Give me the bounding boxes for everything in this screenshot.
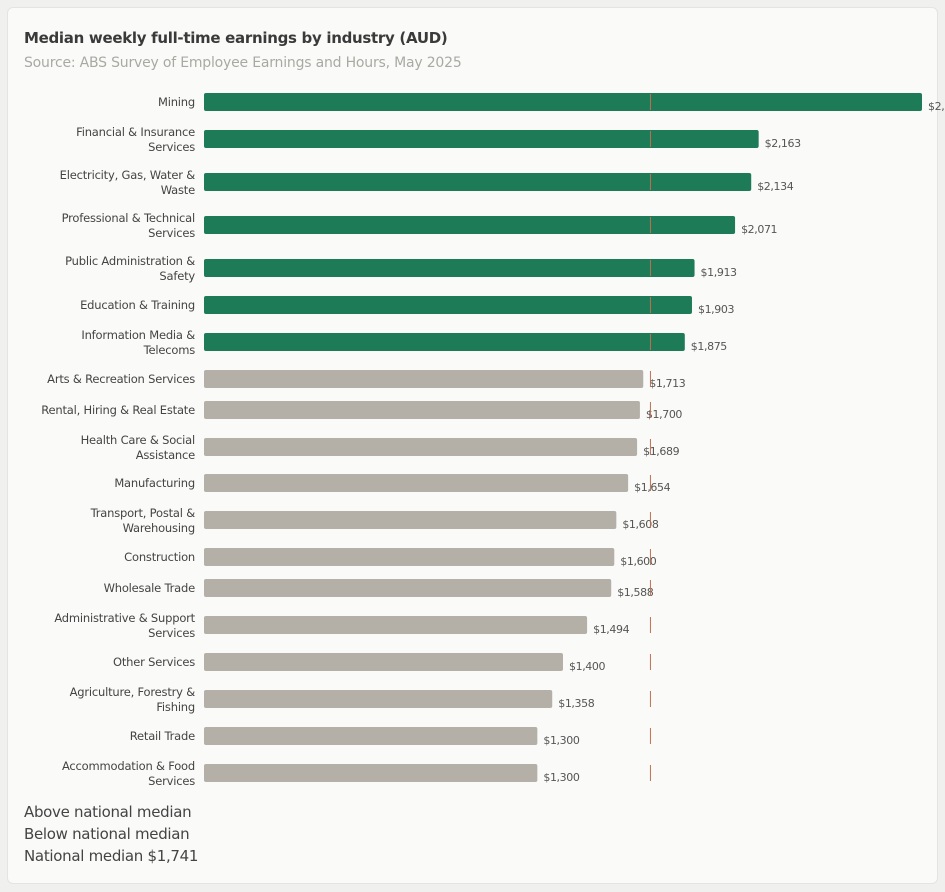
bar xyxy=(204,653,563,671)
value-label: $1,494 xyxy=(593,623,629,636)
category-label: Electricity, Gas, Water & Waste xyxy=(60,168,196,197)
bar xyxy=(204,474,629,492)
bar xyxy=(204,438,638,456)
chart-title: Median weekly full-time earnings by indu… xyxy=(24,29,448,47)
chart-subtitle: Source: ABS Survey of Employee Earnings … xyxy=(24,55,462,71)
category-label: Wholesale Trade xyxy=(104,581,196,595)
category-label: Financial & Insurance Services xyxy=(76,125,195,154)
value-label: $1,700 xyxy=(646,408,682,421)
value-label: $2,800 xyxy=(928,100,945,113)
legend-below: Below national median xyxy=(24,825,190,843)
bar xyxy=(204,333,685,351)
category-label: Administrative & Support Services xyxy=(54,611,195,640)
bar xyxy=(204,370,644,388)
bar xyxy=(204,764,538,782)
category-label: Transport, Postal & Warehousing xyxy=(90,506,196,535)
bar xyxy=(204,579,612,597)
bar xyxy=(204,216,736,234)
value-label: $1,600 xyxy=(620,555,656,568)
bar xyxy=(204,401,640,419)
legend-median: National median $1,741 xyxy=(24,847,199,865)
category-label: Other Services xyxy=(113,655,195,669)
bar xyxy=(204,616,588,634)
bar xyxy=(204,690,553,708)
category-label: Manufacturing xyxy=(114,476,195,490)
bar xyxy=(204,727,538,745)
category-label: Agriculture, Forestry & Fishing xyxy=(70,685,196,714)
category-label: Rental, Hiring & Real Estate xyxy=(41,403,195,417)
bar xyxy=(204,511,617,529)
category-label: Health Care & Social Assistance xyxy=(81,433,196,462)
category-label: Public Administration & Safety xyxy=(65,254,195,283)
category-label: Professional & Technical Services xyxy=(62,211,196,240)
bar xyxy=(204,548,615,566)
value-label: $1,689 xyxy=(643,445,679,458)
bar xyxy=(204,93,922,111)
value-label: $1,713 xyxy=(649,377,685,390)
category-label: Construction xyxy=(124,550,195,564)
value-label: $1,400 xyxy=(569,660,605,673)
legend: Above national median Below national med… xyxy=(24,801,198,867)
category-label: Arts & Recreation Services xyxy=(47,372,195,386)
category-label: Retail Trade xyxy=(130,729,195,743)
bar xyxy=(204,259,695,277)
legend-above: Above national median xyxy=(24,803,192,821)
category-label: Education & Training xyxy=(80,298,195,312)
category-label: Information Media & Telecoms xyxy=(81,328,195,357)
value-label: $1,608 xyxy=(622,518,658,531)
value-label: $1,913 xyxy=(701,266,737,279)
value-label: $2,071 xyxy=(741,223,777,236)
category-label: Accommodation & Food Services xyxy=(62,759,195,788)
category-label: Mining xyxy=(158,95,195,109)
value-label: $2,163 xyxy=(765,137,801,150)
bar xyxy=(204,296,692,314)
value-label: $2,134 xyxy=(757,180,793,193)
bar xyxy=(204,130,759,148)
bar xyxy=(204,173,752,191)
value-label: $1,588 xyxy=(617,586,653,599)
value-label: $1,358 xyxy=(558,697,594,710)
value-label: $1,300 xyxy=(543,771,579,784)
value-label: $1,654 xyxy=(634,481,670,494)
value-label: $1,875 xyxy=(691,340,727,353)
value-label: $1,903 xyxy=(698,303,734,316)
value-label: $1,300 xyxy=(543,734,579,747)
